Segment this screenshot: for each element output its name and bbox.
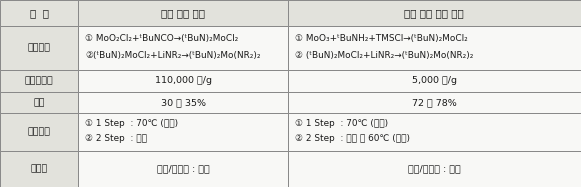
Text: 과제 개발 제조 공법: 과제 개발 제조 공법 [404,8,464,18]
Bar [0,0,78,26]
Text: ① 1 Step  : 70℃ (가열): ① 1 Step : 70℃ (가열) [85,119,178,128]
Bar [0,113,78,151]
Bar [0,151,78,187]
Text: 5,000 원/g: 5,000 원/g [412,76,457,85]
Bar [78,70,288,92]
Text: ② 2 Step  : 상온: ② 2 Step : 상온 [85,134,148,143]
Text: ② 2 Step  : 상온 ～ 60℃ (가열): ② 2 Step : 상온 ～ 60℃ (가열) [295,134,410,143]
Text: 기존 제조 공법: 기존 제조 공법 [161,8,205,18]
Text: 안전성: 안전성 [31,164,48,173]
Text: 반응온도: 반응온도 [28,127,51,136]
Bar [0,26,78,70]
Bar [0,70,78,92]
Bar [288,0,581,26]
Text: 합성공정: 합성공정 [28,43,51,53]
Text: ① 1 Step  : 70℃ (가열): ① 1 Step : 70℃ (가열) [295,119,388,128]
Bar [0,92,78,113]
Text: ②(ᵗBuN)₂MoCl₂+LiNR₂→(ᵗBuN)₂Mo(NR₂)₂: ②(ᵗBuN)₂MoCl₂+LiNR₂→(ᵗBuN)₂Mo(NR₂)₂ [85,51,261,60]
Bar [78,26,288,70]
Text: 72 ～ 78%: 72 ～ 78% [412,98,457,107]
Bar [288,92,581,113]
Text: 원재료비용: 원재료비용 [25,76,53,85]
Text: 110,000 원/g: 110,000 원/g [155,76,211,85]
Text: 수율: 수율 [34,98,45,107]
Text: 구  분: 구 분 [30,8,49,18]
Text: 공정/후첸리 : 안전: 공정/후첸리 : 안전 [408,164,461,173]
Bar [78,113,288,151]
Text: ① MoO₂Cl₂+ᵗBuNCO→(ᵗBuN)₂MoCl₂: ① MoO₂Cl₂+ᵗBuNCO→(ᵗBuN)₂MoCl₂ [85,34,239,43]
Bar [78,151,288,187]
Text: ② (ᵗBuN)₂MoCl₂+LiNR₂→(ᵗBuN)₂Mo(NR₂)₂: ② (ᵗBuN)₂MoCl₂+LiNR₂→(ᵗBuN)₂Mo(NR₂)₂ [295,51,473,60]
Text: 30 ～ 35%: 30 ～ 35% [160,98,206,107]
Text: ① MoO₃+ᵗBuNH₂+TMSCl→(ᵗBuN)₂MoCl₂: ① MoO₃+ᵗBuNH₂+TMSCl→(ᵗBuN)₂MoCl₂ [295,34,467,43]
Bar [78,0,288,26]
Bar [288,151,581,187]
Bar [288,26,581,70]
Bar [288,113,581,151]
Bar [288,70,581,92]
Bar [78,92,288,113]
Text: 공정/후처리 : 안전: 공정/후처리 : 안전 [157,164,209,173]
